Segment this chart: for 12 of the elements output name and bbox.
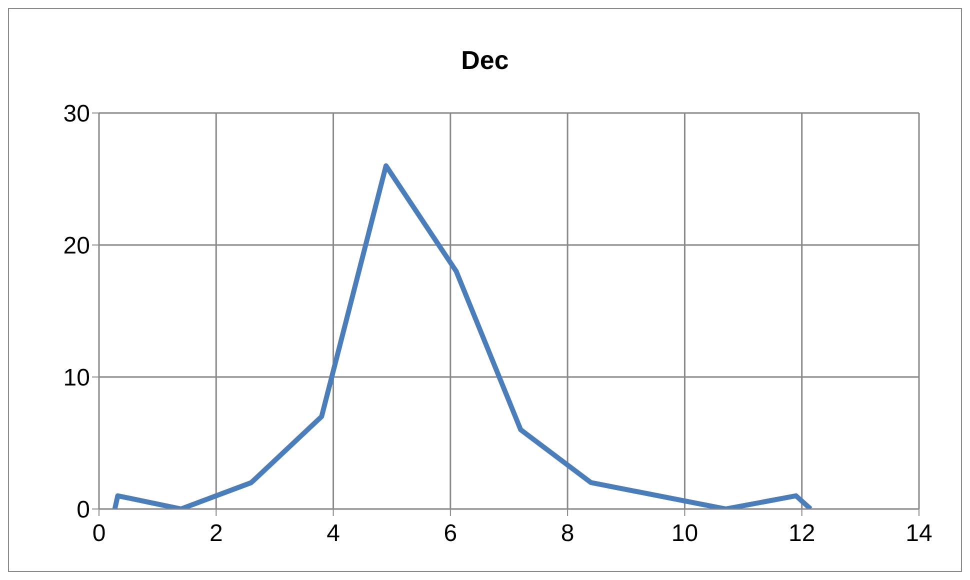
y-tick-label: 10 [63,364,90,392]
x-tick-label: 8 [560,520,574,548]
x-tick-label: 12 [788,520,816,548]
y-tick-label: 30 [63,100,90,128]
x-tick-label: 14 [906,520,932,548]
y-tick-label: 20 [63,232,90,260]
x-tick-label: 4 [326,520,340,548]
x-tick-label: 2 [209,520,223,548]
x-tick-label: 10 [671,520,698,548]
y-tick-label: 0 [76,496,90,524]
chart-title: Dec [460,45,510,76]
x-tick-label: 6 [444,520,458,548]
